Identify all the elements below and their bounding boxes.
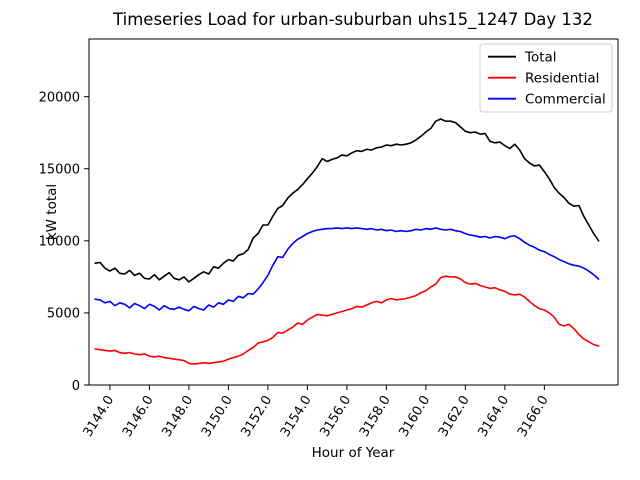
x-tick-label: 3162.0 <box>436 393 473 440</box>
legend-label-residential: Residential <box>525 70 599 86</box>
legend-label-total: Total <box>524 49 557 65</box>
series-line-commercial <box>94 227 600 312</box>
y-tick-label: 15000 <box>39 163 80 178</box>
y-tick-label: 0 <box>72 379 80 394</box>
series-line-total <box>94 118 600 283</box>
x-tick-label: 3160.0 <box>396 393 433 440</box>
legend-label-commercial: Commercial <box>525 91 606 107</box>
x-axis-label: Hour of Year <box>312 445 395 461</box>
legend-box <box>479 43 613 113</box>
x-tick-label: 3144.0 <box>80 393 117 440</box>
x-tick-label: 3148.0 <box>159 393 196 440</box>
legend: Total Residential Commercial <box>479 43 613 113</box>
y-axis-label: kW total <box>44 184 60 240</box>
x-tick-label: 3152.0 <box>238 393 275 440</box>
series-line-residential <box>94 275 600 365</box>
axes-frame <box>88 38 619 386</box>
y-tick-label: 5000 <box>47 307 80 322</box>
x-tick-label: 3164.0 <box>475 393 512 440</box>
chart-title: Timeseries Load for urban-suburban uhs15… <box>112 10 593 30</box>
y-tick-label: 20000 <box>39 90 80 105</box>
y-tick-label: 10000 <box>39 235 80 250</box>
x-tick-label: 3154.0 <box>278 393 315 440</box>
x-tick-label: 3150.0 <box>199 393 236 440</box>
x-tick-label: 3146.0 <box>120 393 157 440</box>
x-tick-label: 3156.0 <box>317 393 354 440</box>
x-tick-label: 3158.0 <box>357 393 394 440</box>
x-tick-label: 3166.0 <box>515 393 552 440</box>
